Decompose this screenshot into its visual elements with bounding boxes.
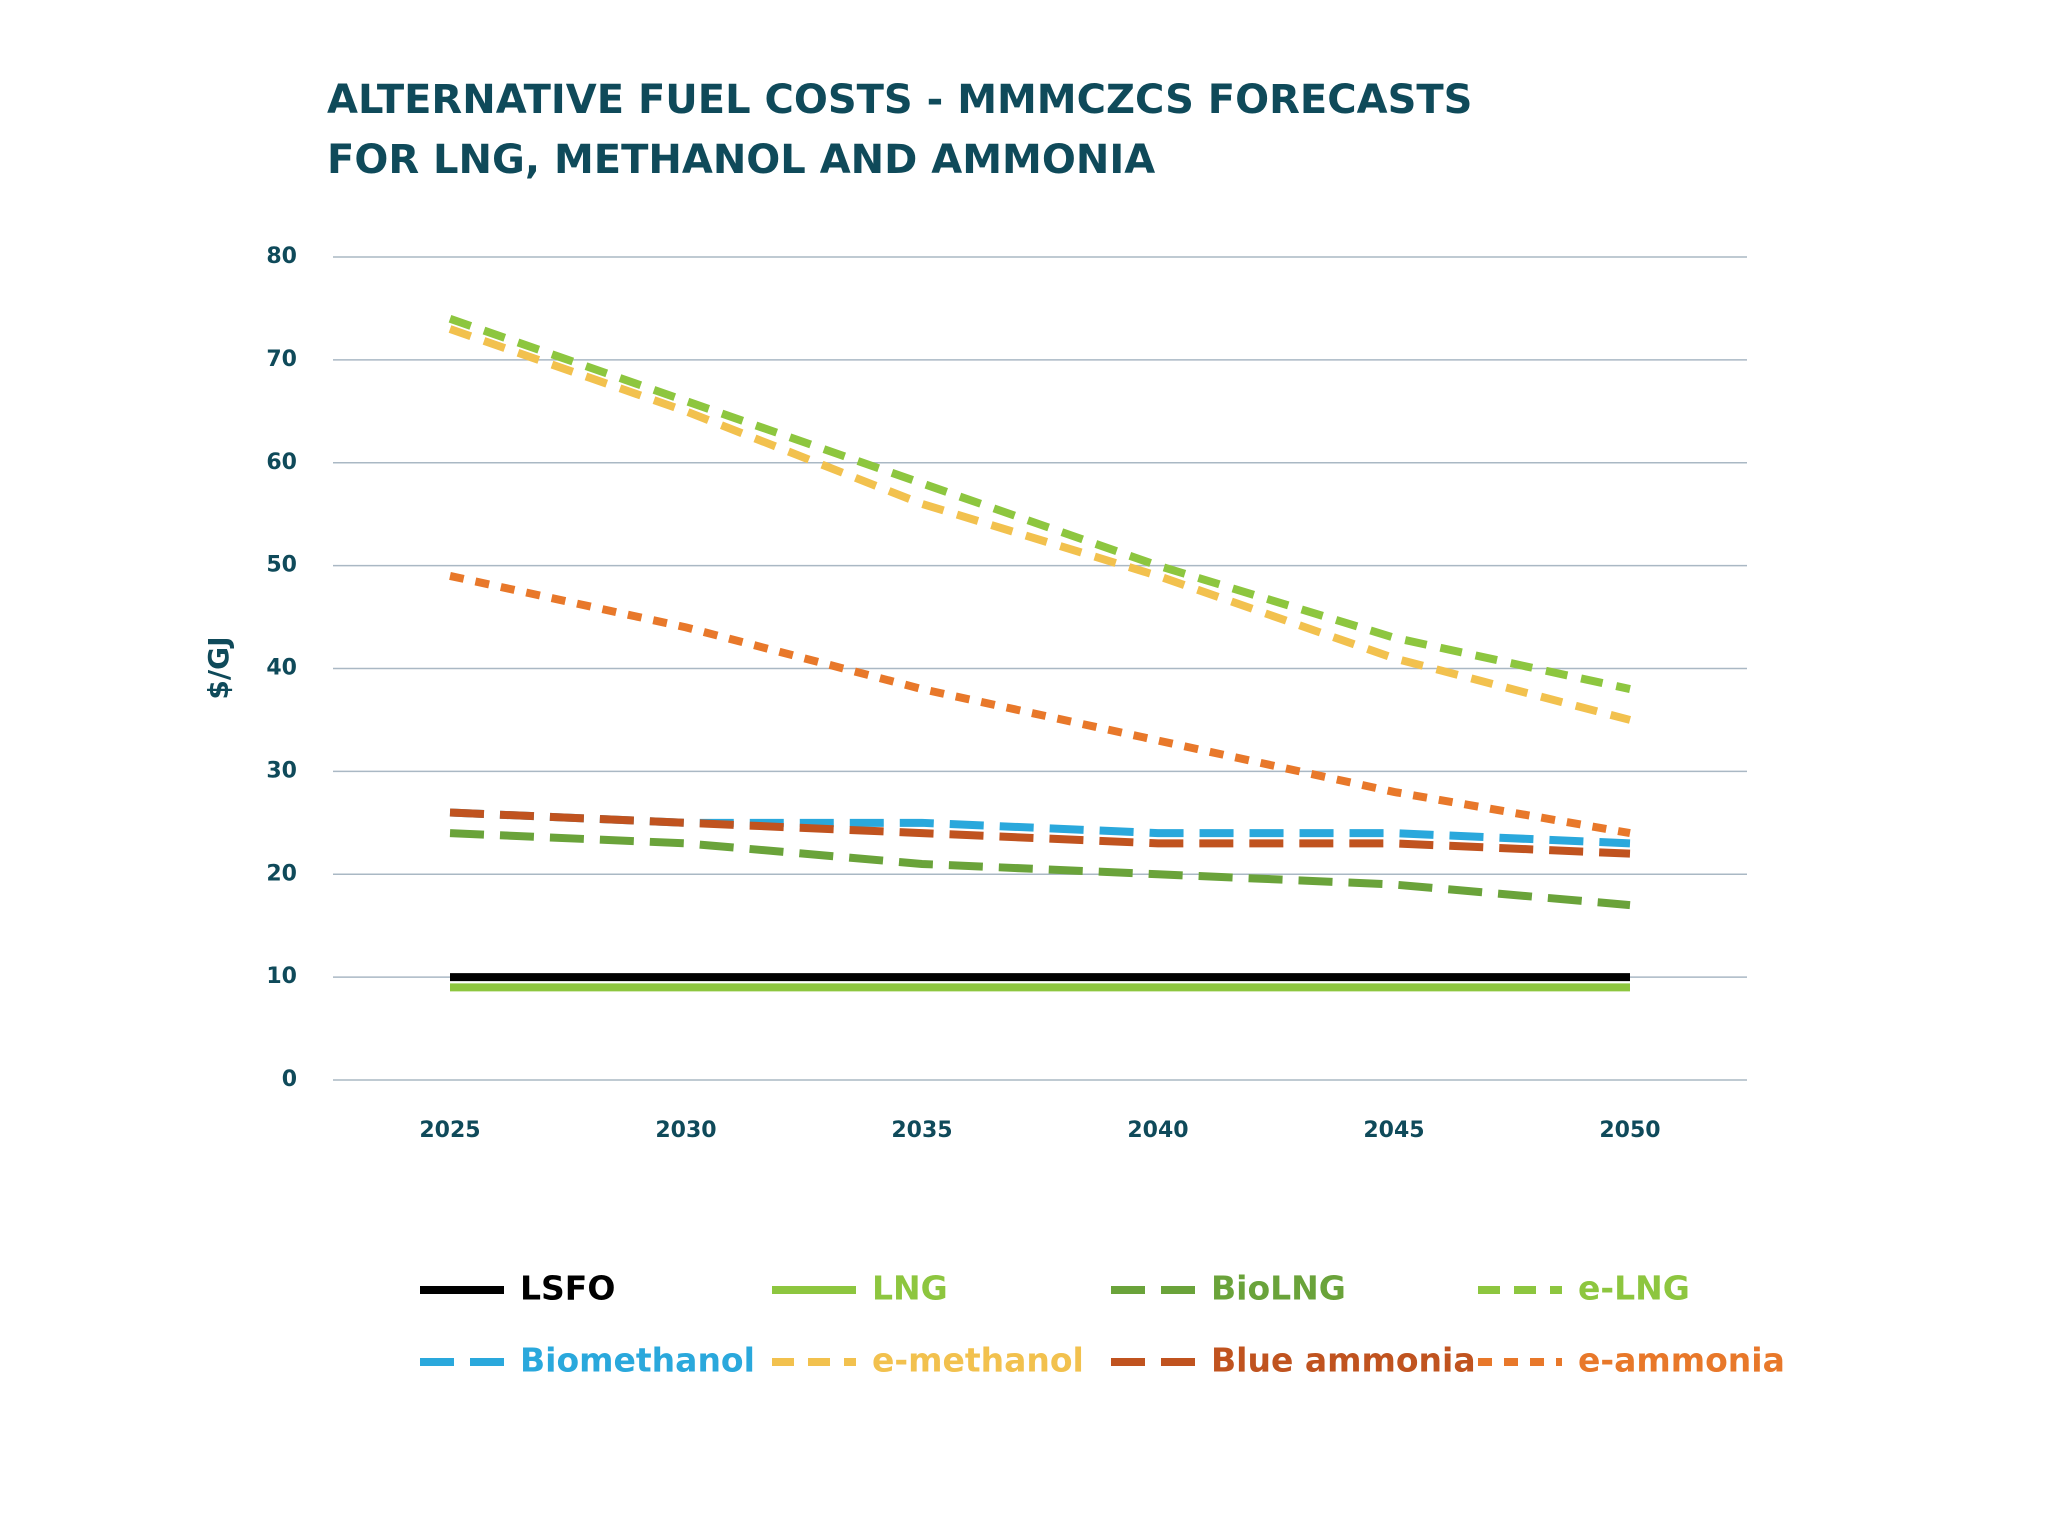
legend-label: Blue ammonia xyxy=(1211,1341,1476,1380)
legend-label: e-ammonia xyxy=(1578,1341,1785,1380)
x-tick-label: 2035 xyxy=(891,1118,952,1143)
x-tick-label: 2050 xyxy=(1599,1118,1660,1143)
legend-label: e-LNG xyxy=(1578,1269,1690,1308)
y-tick-label: 10 xyxy=(266,964,297,989)
x-tick-label: 2045 xyxy=(1363,1118,1424,1143)
legend-label: BioLNG xyxy=(1211,1269,1346,1308)
y-tick-label: 70 xyxy=(266,347,297,372)
x-tick-label: 2040 xyxy=(1127,1118,1188,1143)
y-tick-label: 0 xyxy=(282,1067,297,1092)
y-tick-label: 20 xyxy=(266,861,297,886)
x-tick-label: 2030 xyxy=(655,1118,716,1143)
y-tick-label: 60 xyxy=(266,450,297,475)
y-axis-label: $/GJ xyxy=(202,636,235,699)
y-tick-label: 40 xyxy=(266,656,297,681)
legend-label: Biomethanol xyxy=(520,1341,755,1380)
legend-label: e-methanol xyxy=(872,1341,1084,1380)
y-tick-label: 50 xyxy=(266,553,297,578)
chart-subtitle: FOR LNG, METHANOL AND AMMONIA xyxy=(327,137,1155,183)
chart-title: ALTERNATIVE FUEL COSTS - MMMCZCS FORECAS… xyxy=(327,77,1472,123)
series-line xyxy=(449,808,1631,848)
series-line xyxy=(449,572,1631,838)
y-tick-label: 80 xyxy=(266,244,297,269)
legend-label: LSFO xyxy=(520,1269,615,1308)
series-line xyxy=(448,325,1632,724)
legend-label: LNG xyxy=(872,1269,948,1308)
y-tick-label: 30 xyxy=(266,758,297,783)
series-line xyxy=(448,314,1631,693)
x-tick-label: 2025 xyxy=(419,1118,480,1143)
